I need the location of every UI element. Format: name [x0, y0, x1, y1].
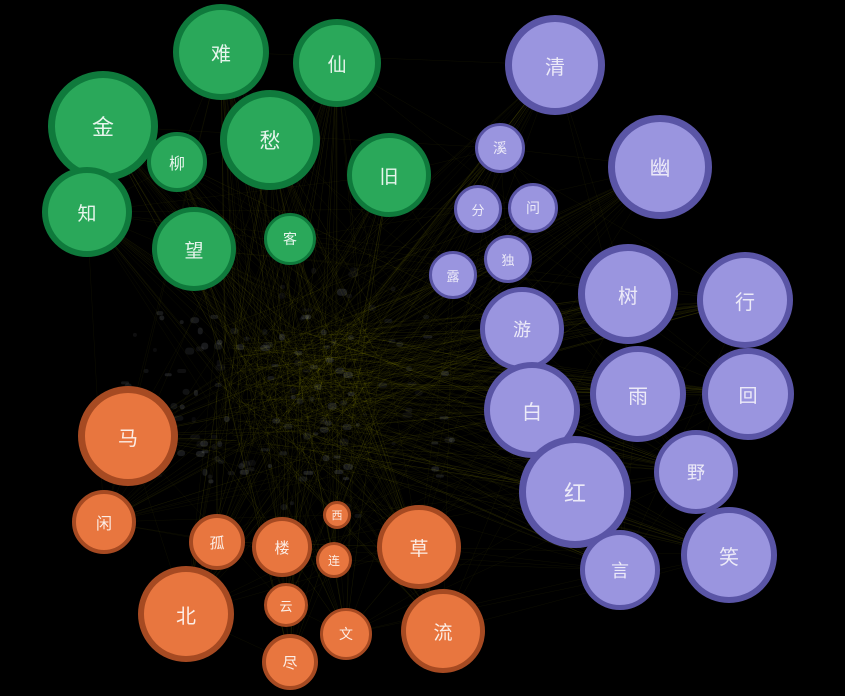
node-label: 草 — [409, 534, 428, 561]
node-cao[interactable]: 草 — [377, 505, 461, 589]
node-wen[interactable]: 问 — [508, 183, 558, 233]
node-label: 孤 — [209, 532, 224, 553]
node-label: 言 — [611, 557, 629, 583]
node-hui[interactable]: 回 — [702, 348, 794, 440]
node-chou[interactable]: 愁 — [220, 90, 320, 190]
node-label: 笑 — [719, 541, 739, 570]
node-label: 白 — [522, 396, 542, 425]
node-label: 马 — [118, 422, 138, 451]
node-label: 流 — [433, 618, 452, 645]
node-label: 连 — [328, 552, 340, 569]
node-zhi[interactable]: 知 — [42, 167, 132, 257]
node-lian[interactable]: 连 — [316, 542, 352, 578]
node-shu[interactable]: 树 — [578, 244, 678, 344]
node-du[interactable]: 独 — [484, 235, 532, 283]
node-label: 露 — [446, 266, 459, 285]
node-jin[interactable]: 金 — [48, 71, 158, 181]
node-bei[interactable]: 北 — [138, 566, 234, 662]
node-label: 分 — [471, 200, 484, 219]
node-you[interactable]: 幽 — [608, 115, 712, 219]
node-fen[interactable]: 分 — [454, 185, 502, 233]
node-wang[interactable]: 望 — [152, 207, 236, 291]
node-jiu[interactable]: 旧 — [347, 133, 431, 217]
node-xianO[interactable]: 闲 — [72, 490, 136, 554]
node-ma[interactable]: 马 — [78, 386, 178, 486]
node-label: 柳 — [169, 150, 185, 174]
node-label: 仙 — [327, 50, 346, 77]
node-gu[interactable]: 孤 — [189, 514, 245, 570]
node-label: 望 — [184, 236, 203, 263]
node-label: 野 — [687, 459, 705, 485]
node-label: 云 — [279, 596, 292, 615]
node-jinO[interactable]: 尽 — [262, 634, 318, 690]
node-qing[interactable]: 清 — [505, 15, 605, 115]
node-label: 雨 — [628, 380, 648, 409]
node-label: 楼 — [274, 537, 289, 558]
node-label: 旧 — [379, 162, 398, 189]
network-graph: 难 仙金 愁柳旧知望 客 清溪幽分 问独露树 行游白 雨 回红 野言 笑 马闲孤 楼 西连 草云 北文尽 流 — [0, 0, 845, 696]
node-xing[interactable]: 行 — [697, 252, 793, 348]
node-label: 闲 — [96, 510, 112, 534]
node-ye[interactable]: 野 — [654, 430, 738, 514]
node-label: 树 — [618, 280, 638, 309]
node-label: 客 — [283, 229, 297, 249]
node-label: 北 — [176, 600, 196, 629]
node-nan[interactable]: 难 — [173, 4, 269, 100]
node-xian[interactable]: 仙 — [293, 19, 381, 107]
node-label: 独 — [501, 250, 514, 269]
node-label: 游 — [513, 316, 531, 342]
node-label: 问 — [526, 198, 540, 218]
node-label: 红 — [564, 476, 586, 508]
node-xi[interactable]: 溪 — [475, 123, 525, 173]
node-label: 文 — [339, 624, 353, 644]
node-yun[interactable]: 云 — [264, 583, 308, 627]
node-label: 尽 — [282, 652, 297, 673]
node-ke[interactable]: 客 — [264, 213, 316, 265]
node-label: 难 — [211, 38, 231, 67]
node-label: 西 — [332, 507, 343, 523]
node-yan[interactable]: 言 — [580, 530, 660, 610]
node-label: 愁 — [260, 125, 281, 155]
node-xiao[interactable]: 笑 — [681, 507, 777, 603]
node-label: 金 — [92, 110, 114, 142]
node-label: 行 — [735, 286, 755, 315]
node-label: 知 — [77, 199, 96, 226]
node-lou[interactable]: 楼 — [252, 517, 312, 577]
node-label: 清 — [545, 51, 565, 80]
node-label: 回 — [738, 381, 757, 408]
node-lu[interactable]: 露 — [429, 251, 477, 299]
node-liu[interactable]: 柳 — [147, 132, 207, 192]
node-wenO[interactable]: 文 — [320, 608, 372, 660]
node-liuO[interactable]: 流 — [401, 589, 485, 673]
node-label: 幽 — [650, 152, 671, 182]
node-label: 溪 — [493, 138, 507, 158]
node-yu[interactable]: 雨 — [590, 346, 686, 442]
node-xiO[interactable]: 西 — [323, 501, 351, 529]
node-youx[interactable]: 游 — [480, 287, 564, 371]
